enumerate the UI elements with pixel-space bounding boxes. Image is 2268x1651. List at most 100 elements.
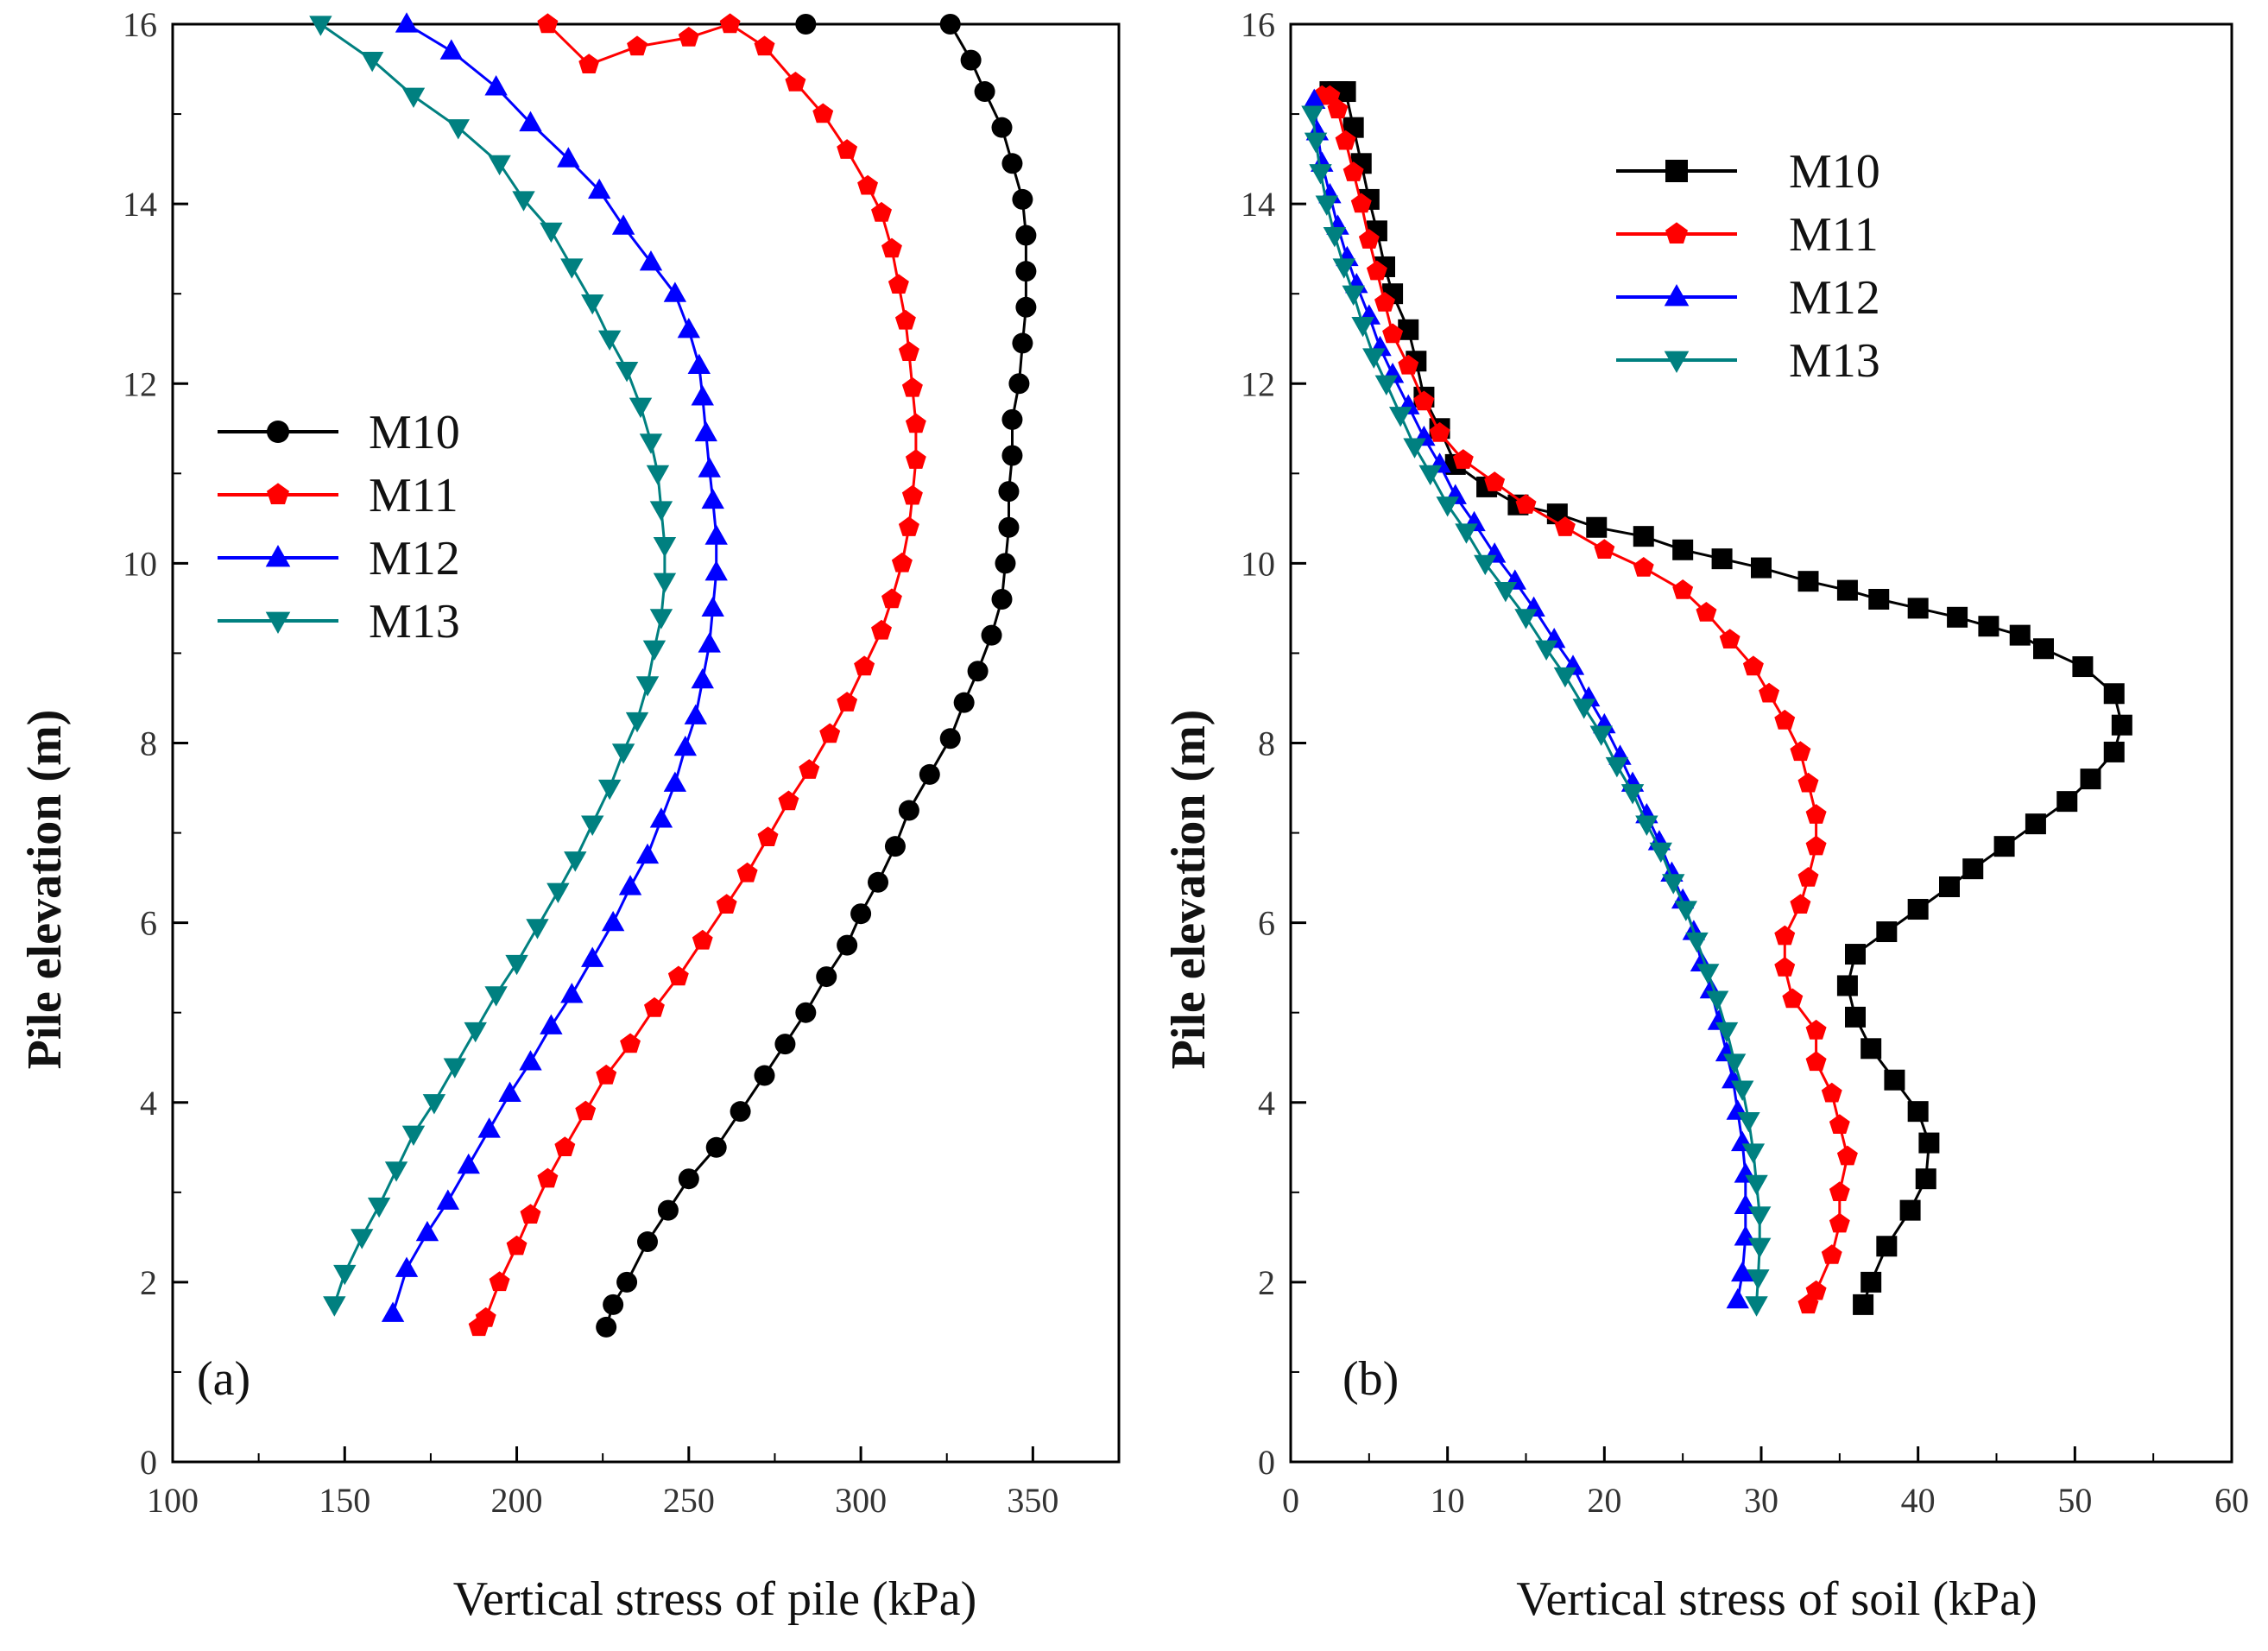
data-point-m12 — [477, 1117, 501, 1138]
y-tick-label: 0 — [1258, 1443, 1275, 1482]
legend-marker-m13 — [265, 611, 291, 634]
data-point-m11 — [881, 237, 902, 258]
data-point-m13 — [367, 1197, 391, 1218]
data-point-m10 — [1015, 296, 1037, 318]
data-point-m12 — [560, 983, 584, 1003]
legend-marker-m11 — [1665, 222, 1688, 244]
data-point-m10 — [1962, 858, 1984, 880]
data-point-m10 — [754, 1065, 775, 1086]
data-point-m13 — [1304, 132, 1328, 154]
data-point-m13 — [1474, 554, 1497, 576]
data-point-m11 — [1484, 471, 1506, 491]
data-point-m10 — [1853, 1294, 1874, 1315]
data-point-m10 — [2072, 656, 2094, 678]
legend-marker-m12 — [265, 545, 291, 567]
data-point-m13 — [1662, 874, 1685, 895]
data-point-m13 — [401, 1125, 426, 1146]
data-point-m11 — [1413, 390, 1435, 411]
data-point-m11 — [888, 274, 909, 294]
data-point-m10 — [1861, 1038, 1882, 1060]
data-point-m11 — [837, 139, 858, 159]
data-point-m12 — [415, 1220, 439, 1242]
data-point-m13 — [1741, 1143, 1766, 1164]
x-tick-label: 350 — [1007, 1481, 1058, 1520]
data-point-m11 — [1452, 449, 1474, 469]
data-point-m13 — [1362, 348, 1386, 369]
data-point-m12 — [581, 946, 604, 967]
data-point-m11 — [901, 484, 923, 505]
panel-b-tag: (b) — [1342, 1352, 1399, 1406]
data-point-m13 — [649, 609, 673, 629]
data-point-m11 — [799, 759, 820, 779]
data-point-m13 — [1351, 317, 1374, 338]
series-line-m13 — [319, 22, 667, 1306]
data-point-m11 — [1829, 1181, 1850, 1201]
data-point-m11 — [1358, 229, 1380, 249]
data-point-m13 — [1455, 523, 1478, 544]
panel-b-series — [1301, 81, 2132, 1317]
legend-marker-m11 — [267, 483, 289, 504]
data-point-m12 — [698, 632, 721, 653]
data-point-m13 — [646, 465, 670, 486]
y-tick-label: 2 — [1258, 1263, 1275, 1302]
data-point-m13 — [1553, 667, 1577, 688]
data-point-m11 — [871, 201, 892, 222]
legend-label-m13: M13 — [369, 595, 460, 648]
y-tick-label: 14 — [123, 185, 157, 224]
data-point-m10 — [1015, 261, 1037, 282]
data-point-m11 — [1805, 835, 1827, 856]
data-point-m12 — [618, 875, 642, 895]
data-point-m12 — [704, 524, 728, 545]
panel-a-y-axis-title: Pile elevation (m) — [18, 710, 72, 1070]
data-point-m11 — [1782, 988, 1804, 1009]
data-point-m13 — [1747, 1269, 1770, 1290]
series-line-m12 — [391, 22, 718, 1314]
data-point-m11 — [575, 1100, 597, 1121]
data-point-m12 — [639, 250, 663, 271]
data-point-m10 — [1861, 1271, 1882, 1293]
data-point-m10 — [1884, 1069, 1905, 1091]
data-point-m12 — [698, 457, 721, 478]
data-point-m10 — [795, 14, 817, 35]
data-point-m11 — [898, 341, 919, 361]
data-point-m13 — [401, 87, 426, 109]
data-point-m11 — [898, 516, 919, 536]
legend-label-m11: M11 — [1789, 208, 1879, 262]
data-point-m10 — [596, 1316, 617, 1338]
data-point-m12 — [611, 214, 635, 235]
data-point-m11 — [1774, 925, 1796, 946]
data-point-m11 — [644, 996, 665, 1017]
x-tick-label: 250 — [663, 1481, 715, 1520]
data-point-m10 — [1993, 836, 2015, 857]
data-point-m11 — [905, 449, 926, 469]
panel-a-axes: 100 150 200 250 300 350 0 2 4 6 8 10 12 14 16 — [123, 5, 1058, 1520]
y-tick-label: 4 — [1258, 1084, 1275, 1123]
legend-label-m12: M12 — [1789, 271, 1880, 325]
legend-label-m10: M10 — [369, 406, 460, 459]
y-tick-label: 12 — [123, 364, 157, 403]
data-point-m13 — [1418, 465, 1442, 486]
data-point-m13 — [1635, 815, 1658, 836]
data-point-m13 — [1374, 375, 1399, 396]
data-point-m13 — [333, 1264, 357, 1286]
data-point-m10 — [1001, 408, 1023, 430]
data-point-m13 — [446, 119, 470, 140]
data-point-m10 — [1876, 921, 1898, 943]
data-point-m13 — [1747, 1237, 1772, 1259]
data-point-m13 — [1403, 438, 1426, 459]
data-point-m13 — [1494, 581, 1518, 603]
legend-label-m10: M10 — [1789, 145, 1880, 199]
data-point-m10 — [919, 763, 940, 785]
data-point-m11 — [1805, 804, 1827, 824]
data-point-m11 — [901, 376, 923, 397]
data-point-m11 — [1805, 1019, 1827, 1040]
x-tick-label: 150 — [319, 1481, 370, 1520]
data-point-m12 — [557, 147, 580, 168]
data-point-m10 — [1711, 548, 1733, 570]
data-point-m10 — [1797, 571, 1819, 592]
data-point-m13 — [564, 851, 587, 872]
y-tick-label: 10 — [123, 544, 157, 583]
data-point-m13 — [653, 572, 677, 593]
data-point-m11 — [1829, 1114, 1850, 1134]
